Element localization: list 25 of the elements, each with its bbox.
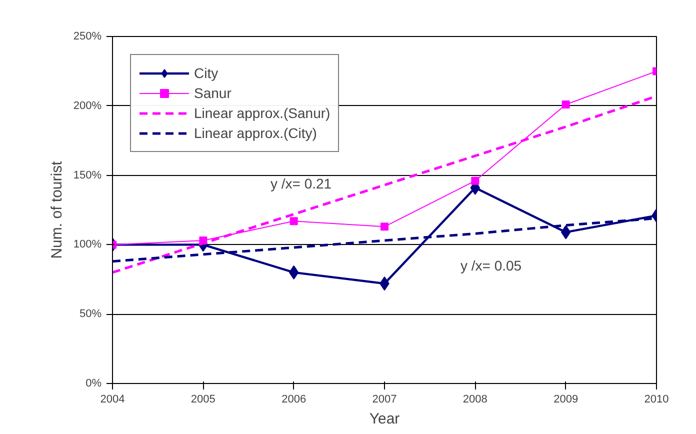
legend-label: Sanur bbox=[194, 85, 232, 101]
y-tick-label: 50% bbox=[79, 308, 102, 320]
x-tick-label: 2008 bbox=[462, 394, 488, 406]
point bbox=[471, 176, 480, 185]
x-tick-label: 2007 bbox=[372, 394, 397, 406]
y-tick-label: 150% bbox=[73, 169, 102, 182]
y-tick-label: 250% bbox=[73, 30, 102, 42]
x-tick-label: 2006 bbox=[282, 394, 306, 406]
legend-label: Linear approx.(City) bbox=[194, 125, 317, 141]
point bbox=[562, 100, 570, 109]
y-tick-label: 200% bbox=[73, 100, 102, 112]
x-tick-label: 2009 bbox=[554, 394, 578, 406]
y-axis-title: Num. of tourist bbox=[48, 160, 66, 259]
annotation: y /x= 0.05 bbox=[460, 258, 522, 274]
x-tick-label: 2005 bbox=[190, 394, 216, 406]
x-tick-label: 2010 bbox=[644, 394, 669, 406]
legend-label: Linear approx.(Sanur) bbox=[194, 105, 330, 121]
point bbox=[380, 222, 388, 231]
y-tick-label: 100% bbox=[73, 238, 102, 251]
point bbox=[290, 217, 298, 226]
annotation: y /x= 0.21 bbox=[270, 176, 332, 192]
x-tick-label: 2004 bbox=[100, 394, 125, 406]
y-tick-label: 0% bbox=[86, 378, 102, 390]
legend-label: City bbox=[194, 65, 218, 81]
x-axis-title: Year bbox=[369, 410, 400, 428]
